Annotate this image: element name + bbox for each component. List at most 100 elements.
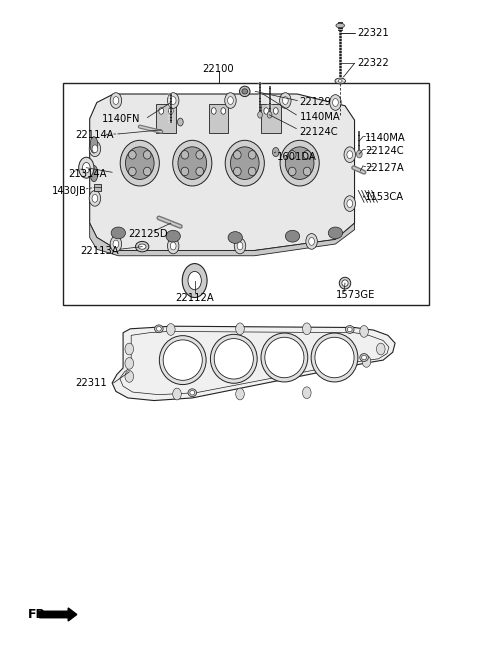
Ellipse shape <box>303 151 311 159</box>
Text: 1140MA: 1140MA <box>365 134 406 143</box>
Circle shape <box>234 238 246 253</box>
Text: 1601DA: 1601DA <box>277 151 317 162</box>
Text: 22127A: 22127A <box>365 162 404 173</box>
Bar <box>95 184 101 191</box>
Text: 1140FN: 1140FN <box>102 114 140 124</box>
Circle shape <box>113 97 119 104</box>
Text: 1573GE: 1573GE <box>336 290 375 300</box>
Circle shape <box>280 93 291 108</box>
Ellipse shape <box>225 140 264 186</box>
Ellipse shape <box>234 167 241 176</box>
Circle shape <box>347 200 353 208</box>
Circle shape <box>173 388 181 400</box>
Circle shape <box>344 147 356 162</box>
Ellipse shape <box>178 147 206 179</box>
Circle shape <box>273 147 279 157</box>
Circle shape <box>92 145 98 153</box>
Ellipse shape <box>181 151 189 159</box>
Ellipse shape <box>125 147 154 179</box>
Ellipse shape <box>265 337 304 378</box>
Circle shape <box>347 151 353 159</box>
Circle shape <box>330 95 341 110</box>
Bar <box>63 83 429 305</box>
Polygon shape <box>120 331 389 395</box>
Circle shape <box>110 236 121 252</box>
Ellipse shape <box>129 167 136 176</box>
Circle shape <box>221 107 226 114</box>
Ellipse shape <box>156 327 161 331</box>
Ellipse shape <box>173 140 212 186</box>
Bar <box>262 103 281 133</box>
Circle shape <box>89 141 101 157</box>
Text: 21314A: 21314A <box>68 169 107 179</box>
Circle shape <box>282 97 288 104</box>
Text: 22100: 22100 <box>203 64 234 73</box>
Ellipse shape <box>210 334 257 383</box>
Circle shape <box>110 93 121 108</box>
Ellipse shape <box>155 325 163 333</box>
Ellipse shape <box>188 389 197 397</box>
Circle shape <box>376 343 385 355</box>
Ellipse shape <box>311 333 358 382</box>
Ellipse shape <box>346 326 354 333</box>
Circle shape <box>167 324 175 335</box>
Ellipse shape <box>230 147 259 179</box>
Ellipse shape <box>280 140 319 186</box>
Text: FR.: FR. <box>28 608 51 621</box>
Ellipse shape <box>144 151 151 159</box>
Circle shape <box>125 358 133 369</box>
Ellipse shape <box>288 167 296 176</box>
Circle shape <box>267 111 272 118</box>
Circle shape <box>306 234 317 250</box>
Ellipse shape <box>360 354 368 362</box>
Text: 22112A: 22112A <box>175 293 214 303</box>
Circle shape <box>178 118 183 126</box>
Circle shape <box>225 93 236 108</box>
Text: 22129: 22129 <box>300 98 332 107</box>
Ellipse shape <box>144 167 151 176</box>
Circle shape <box>188 271 201 290</box>
Circle shape <box>170 242 176 250</box>
Ellipse shape <box>328 227 343 239</box>
Circle shape <box>309 238 314 246</box>
Text: 22322: 22322 <box>357 58 389 68</box>
Circle shape <box>236 388 244 400</box>
Circle shape <box>258 111 263 118</box>
Bar <box>209 103 228 133</box>
Ellipse shape <box>196 151 204 159</box>
Circle shape <box>125 371 133 383</box>
Ellipse shape <box>163 340 202 381</box>
Ellipse shape <box>240 86 250 97</box>
FancyArrow shape <box>39 608 77 621</box>
Ellipse shape <box>303 167 311 176</box>
Ellipse shape <box>342 280 348 286</box>
Circle shape <box>264 107 269 114</box>
Ellipse shape <box>248 151 256 159</box>
Circle shape <box>333 98 338 106</box>
Circle shape <box>92 195 98 202</box>
Ellipse shape <box>315 337 354 378</box>
Ellipse shape <box>120 140 159 186</box>
Text: 22321: 22321 <box>357 28 389 38</box>
Ellipse shape <box>288 151 296 159</box>
Circle shape <box>237 242 243 250</box>
Circle shape <box>79 157 94 178</box>
Circle shape <box>182 263 207 297</box>
Ellipse shape <box>111 227 125 239</box>
Ellipse shape <box>138 244 146 250</box>
Circle shape <box>344 196 356 212</box>
Circle shape <box>168 107 173 114</box>
Ellipse shape <box>348 328 352 331</box>
Ellipse shape <box>248 167 256 176</box>
Circle shape <box>302 323 311 335</box>
Text: 1153CA: 1153CA <box>365 192 404 202</box>
Ellipse shape <box>129 151 136 159</box>
Circle shape <box>362 356 371 367</box>
Ellipse shape <box>234 151 241 159</box>
Ellipse shape <box>261 333 308 382</box>
Ellipse shape <box>242 89 248 94</box>
Text: 22124C: 22124C <box>300 127 338 137</box>
Polygon shape <box>112 326 395 401</box>
Ellipse shape <box>166 231 180 242</box>
Circle shape <box>360 326 368 337</box>
